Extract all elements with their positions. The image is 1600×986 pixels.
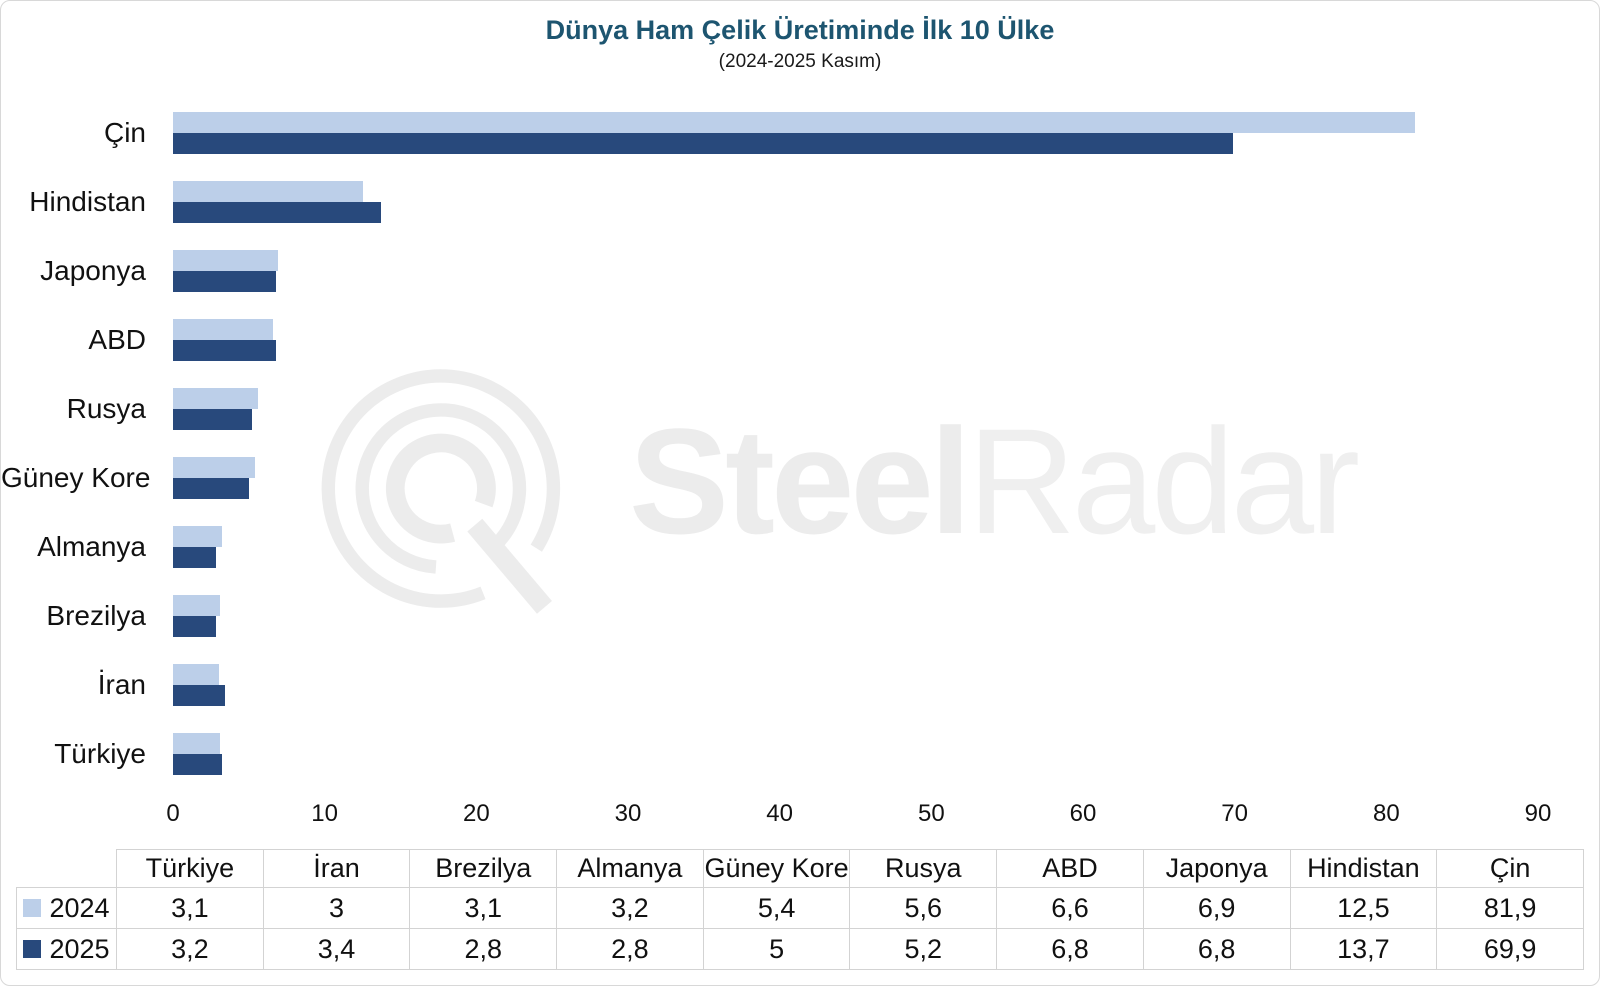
legend-year-label: 2025 [49,933,110,964]
x-tick-label: 50 [917,800,945,827]
x-tick-label: 20 [462,800,490,827]
bar-2024 [173,181,363,202]
table-col-header: Hindistan [1289,849,1438,888]
category-label: ABD [88,324,146,355]
bar-row: Çin [1,112,1599,154]
legend-year-label: 2024 [49,892,110,923]
table-value-cell: 3,1 [409,887,558,929]
table-value-cell: 12,5 [1289,887,1438,929]
table-value-cell: 5 [702,928,851,970]
bar-row: Türkiye [1,733,1599,775]
legend-swatch-2025 [23,940,42,958]
table-row: 2025 3,2 3,4 2,8 2,8 5 5,2 6,8 6,8 13,7 69,9 [16,928,1584,970]
x-tick-label: 40 [766,800,793,827]
x-axis: 0 10 20 30 40 50 60 70 80 90 [1,800,1599,832]
x-tick-label: 10 [311,800,338,827]
category-label: Türkiye [54,738,146,769]
x-tick-label: 90 [1524,800,1552,827]
table-value-cell: 3,2 [116,928,264,970]
bar-2025 [173,754,222,775]
bar-row: Hindistan [1,181,1599,223]
bar-row: Brezilya [1,595,1599,637]
table-value-cell: 3,1 [116,887,264,929]
bar-2024 [173,112,1416,133]
bar-2024 [173,526,222,547]
table-col-header: Almanya [556,849,704,888]
table-value-cell: 3 [262,887,411,929]
table-value-cell: 6,8 [1142,928,1291,970]
x-tick-label: 80 [1372,800,1400,827]
bar-2025 [173,133,1234,154]
bar-row: Rusya [1,388,1599,430]
table-value-cell: 13,7 [1289,928,1438,970]
bar-2025 [173,340,277,361]
table-value-cell: 6,6 [996,887,1144,929]
x-tick-label: 60 [1069,800,1097,827]
table-col-header: Japonya [1142,849,1291,888]
bar-row: İran [1,664,1599,706]
table-col-header: Rusya [849,849,998,888]
chart-subtitle: (2024-2025 Kasım) [718,51,882,72]
table-col-header: Türkiye [116,849,264,888]
table-value-cell: 5,6 [849,887,998,929]
table-value-cell: 6,9 [1142,887,1291,929]
bar-2025 [173,202,381,223]
bar-2024 [173,250,278,271]
bar-2024 [173,319,274,340]
table-col-header: ABD [996,849,1144,888]
category-label: Güney Kore [1,462,151,493]
table-value-cell: 2,8 [556,928,704,970]
table-value-cell: 2,8 [409,928,558,970]
category-label: Çin [103,117,146,148]
bar-2025 [173,547,216,568]
table-value-cell: 5,2 [849,928,998,970]
bar-2025 [173,616,216,637]
bar-2025 [173,478,249,499]
x-tick-label: 0 [166,800,180,827]
legend-swatch-2024 [23,899,42,917]
bar-row: Japonya [1,250,1599,292]
x-tick-label: 30 [614,800,642,827]
table-value-cell: 6,8 [996,928,1144,970]
legend-cell-2025: 2025 [16,928,117,970]
table-value-cell: 69,9 [1436,928,1584,970]
table-col-header: İran [262,849,411,888]
category-label: Almanya [37,531,146,562]
table-col-header: Brezilya [409,849,558,888]
table-row: 2024 3,1 3 3,1 3,2 5,4 5,6 6,6 6,9 12,5 81,9 [16,887,1584,929]
bar-2025 [173,271,277,292]
legend-cell-2024: 2024 [16,887,117,929]
category-label: Japonya [40,255,146,286]
bar-2024 [173,595,220,616]
table-col-header: Güney Kore [702,849,851,888]
bar-2024 [173,457,255,478]
bar-2024 [173,388,258,409]
bar-2025 [173,409,252,430]
bar-2024 [173,664,219,685]
bar-2025 [173,685,225,706]
table-value-cell: 3,2 [556,887,704,929]
category-label: Hindistan [29,186,146,217]
bar-row: Almanya [1,526,1599,568]
category-label: İran [97,669,146,700]
chart-title: Dünya Ham Çelik Üretiminde İlk 10 Ülke [545,15,1055,45]
bar-row: ABD [1,319,1599,361]
table-value-cell: 5,4 [702,887,851,929]
category-label: Brezilya [46,600,146,631]
table-value-cell: 3,4 [262,928,411,970]
table-value-cell: 81,9 [1436,887,1584,929]
table-corner-cell [16,849,117,888]
bar-chart-plot: Çin Hindistan Japonya ABD Rusya Güney Kore Alm… [1,112,1599,806]
bar-row: Güney Kore [1,457,1599,499]
table-col-header: Çin [1436,849,1584,888]
data-table: Türkiye İran Brezilya Almanya Güney Kore Rusy… [16,849,1584,970]
x-tick-label: 70 [1221,800,1248,827]
bar-2024 [173,733,220,754]
category-label: Rusya [66,393,146,424]
